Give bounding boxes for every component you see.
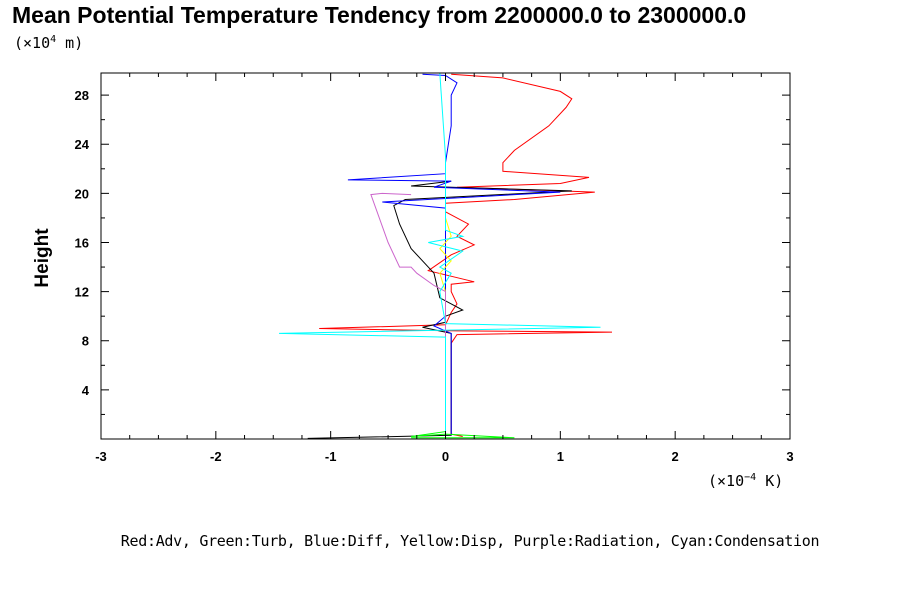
- x-tick-label: 1: [557, 449, 564, 464]
- x-tick-label: 3: [786, 449, 793, 464]
- y-tick-label: 20: [75, 186, 89, 201]
- y-tick-label: 24: [75, 137, 90, 152]
- x-tick-label: 0: [442, 449, 449, 464]
- legend: Red:Adv, Green:Turb, Blue:Diff, Yellow:D…: [120, 532, 820, 550]
- chart-title: Mean Potential Temperature Tendency from…: [12, 2, 747, 28]
- y-tick-label: 16: [75, 235, 89, 250]
- y-axis-unit: (×104 m): [14, 34, 84, 52]
- y-tick-label: 8: [82, 334, 89, 349]
- series-line: [307, 180, 572, 439]
- series-line: [278, 72, 601, 436]
- series-line: [370, 192, 446, 436]
- x-axis-unit: (×10−4 K): [708, 472, 784, 490]
- y-tick-label: 28: [75, 88, 89, 103]
- x-tick-label: -3: [95, 449, 107, 464]
- x-tick-label: 2: [672, 449, 679, 464]
- y-tick-label: 4: [82, 383, 90, 398]
- series-line: [411, 330, 515, 439]
- series-line: [347, 73, 561, 436]
- x-tick-label: -1: [325, 449, 337, 464]
- series-line: [319, 73, 613, 437]
- y-tick-label: 12: [75, 285, 89, 300]
- x-tick-label: -2: [210, 449, 222, 464]
